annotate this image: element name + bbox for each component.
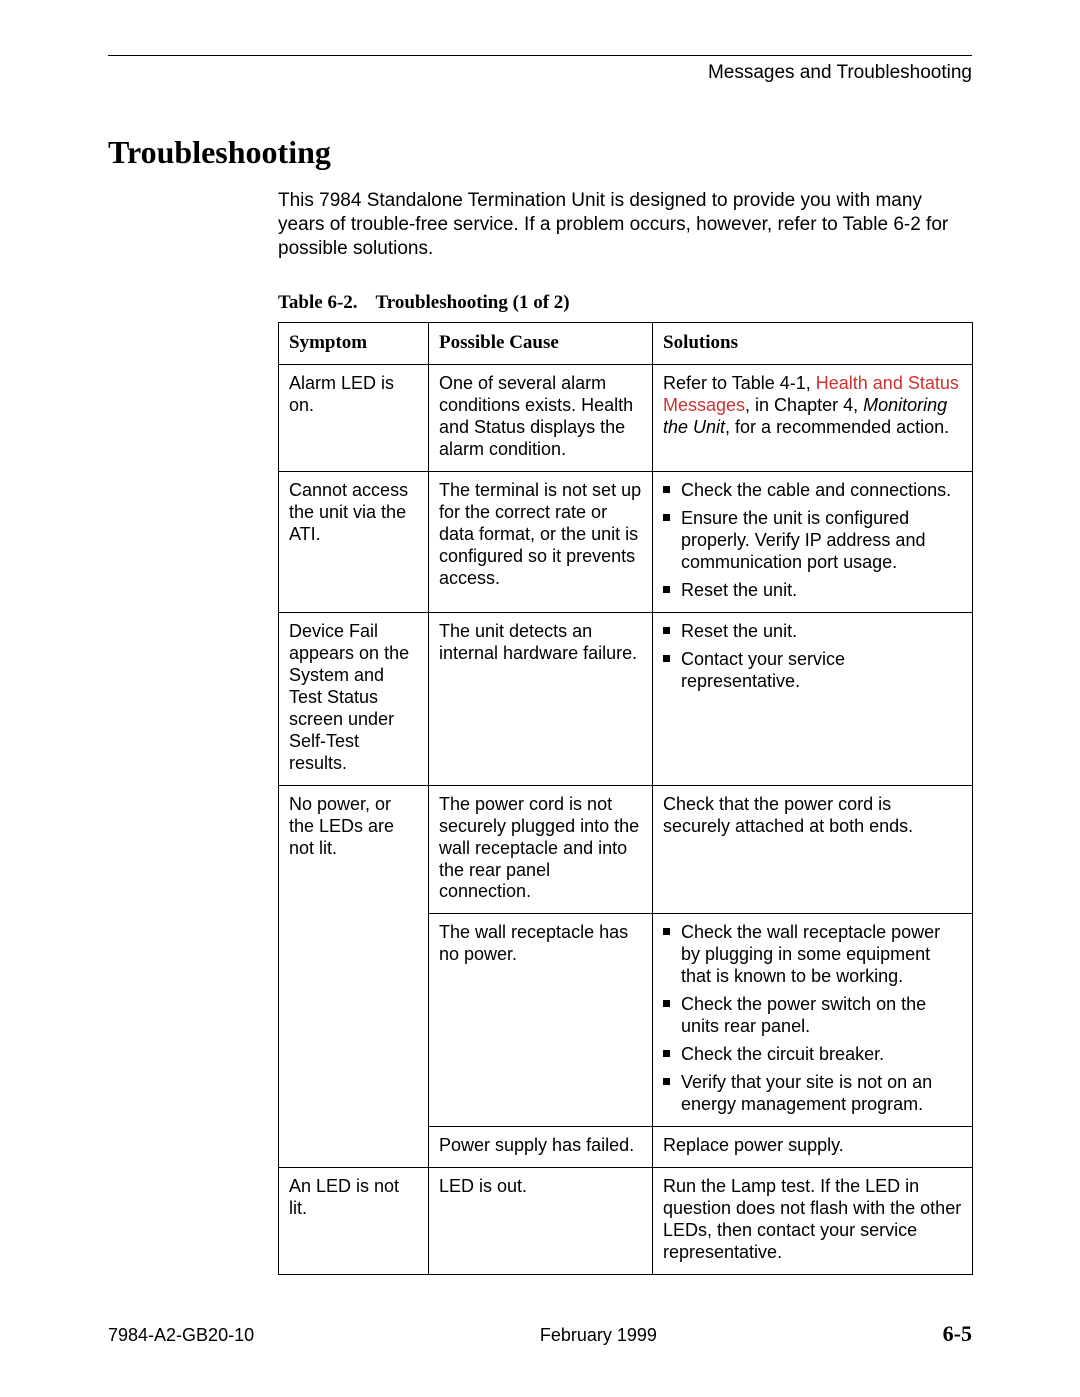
- cell-symptom: Alarm LED is on.: [279, 365, 429, 472]
- list-item: Reset the unit.: [663, 580, 962, 602]
- intro-paragraph: This 7984 Standalone Termination Unit is…: [278, 189, 972, 260]
- cell-symptom: Device Fail appears on the System and Te…: [279, 613, 429, 786]
- list-item: Check the power switch on the units rear…: [663, 994, 962, 1038]
- cell-solution: Replace power supply.: [653, 1127, 973, 1168]
- running-head: Messages and Troubleshooting: [108, 62, 972, 84]
- doc-id: 7984-A2-GB20-10: [108, 1325, 254, 1346]
- list-item: Reset the unit.: [663, 621, 962, 643]
- list-item: Check the wall receptacle power by plugg…: [663, 922, 962, 988]
- cell-solution: Refer to Table 4-1, Health and Status Me…: [653, 365, 973, 472]
- page-number: 6-5: [943, 1321, 972, 1347]
- table-row: Power supply has failed. Replace power s…: [279, 1127, 973, 1168]
- caption-prefix: Table 6-2.: [278, 292, 358, 313]
- table-header-row: Symptom Possible Cause Solutions: [279, 323, 973, 365]
- page: Messages and Troubleshooting Troubleshoo…: [0, 0, 1080, 1397]
- cell-solution: Reset the unit. Contact your service rep…: [653, 613, 973, 786]
- cell-symptom-empty: [279, 1127, 429, 1168]
- table-caption: Table 6-2. Troubleshooting (1 of 2): [278, 292, 972, 314]
- table-row: Device Fail appears on the System and Te…: [279, 613, 973, 786]
- cell-cause: One of several alarm conditions exists. …: [429, 365, 653, 472]
- cell-cause: The terminal is not set up for the corre…: [429, 472, 653, 613]
- col-cause: Possible Cause: [429, 323, 653, 365]
- page-footer: 7984-A2-GB20-10 February 1999 6-5: [108, 1321, 972, 1347]
- list-item: Verify that your site is not on an energ…: [663, 1072, 962, 1116]
- list-item: Check the cable and connections.: [663, 480, 962, 502]
- troubleshooting-table: Symptom Possible Cause Solutions Alarm L…: [278, 322, 973, 1275]
- cell-symptom: An LED is not lit.: [279, 1168, 429, 1275]
- solution-list: Check the cable and connections. Ensure …: [663, 480, 962, 602]
- cell-symptom: Cannot access the unit via the ATI.: [279, 472, 429, 613]
- sol-text: Refer to Table 4-1,: [663, 373, 816, 393]
- cell-cause: The power cord is not securely plugged i…: [429, 785, 653, 914]
- table-row: An LED is not lit. LED is out. Run the L…: [279, 1168, 973, 1275]
- list-item: Check the circuit breaker.: [663, 1044, 962, 1066]
- cell-cause: LED is out.: [429, 1168, 653, 1275]
- cell-cause: The wall receptacle has no power.: [429, 914, 653, 1127]
- cell-cause: Power supply has failed.: [429, 1127, 653, 1168]
- cell-symptom: No power, or the LEDs are not lit.: [279, 785, 429, 914]
- cell-symptom-empty: [279, 914, 429, 1127]
- col-solutions: Solutions: [653, 323, 973, 365]
- solution-list: Reset the unit. Contact your service rep…: [663, 621, 962, 693]
- list-item: Ensure the unit is configured properly. …: [663, 508, 962, 574]
- table-row: Cannot access the unit via the ATI. The …: [279, 472, 973, 613]
- cell-solution: Run the Lamp test. If the LED in questio…: [653, 1168, 973, 1275]
- list-item: Contact your service representative.: [663, 649, 962, 693]
- table-row: Alarm LED is on. One of several alarm co…: [279, 365, 973, 472]
- solution-list: Check the wall receptacle power by plugg…: [663, 922, 962, 1116]
- top-rule: [108, 55, 972, 56]
- cell-solution: Check that the power cord is securely at…: [653, 785, 973, 914]
- sol-text: , for a recommended action.: [725, 417, 949, 437]
- table-row: No power, or the LEDs are not lit. The p…: [279, 785, 973, 914]
- cell-solution: Check the cable and connections. Ensure …: [653, 472, 973, 613]
- section-title: Troubleshooting: [108, 134, 972, 171]
- caption-title: Troubleshooting (1 of 2): [376, 292, 570, 313]
- table-row: The wall receptacle has no power. Check …: [279, 914, 973, 1127]
- footer-date: February 1999: [540, 1325, 657, 1346]
- col-symptom: Symptom: [279, 323, 429, 365]
- sol-text: , in Chapter 4,: [745, 395, 863, 415]
- cell-cause: The unit detects an internal hardware fa…: [429, 613, 653, 786]
- cell-solution: Check the wall receptacle power by plugg…: [653, 914, 973, 1127]
